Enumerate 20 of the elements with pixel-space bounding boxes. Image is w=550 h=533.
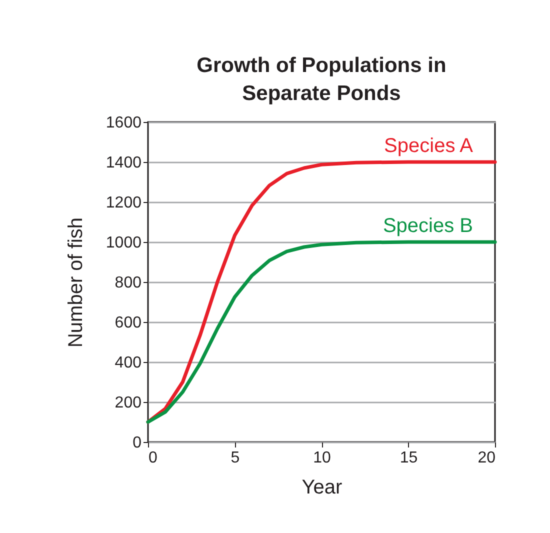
x-tick-label: 15 bbox=[400, 450, 418, 466]
x-tick-label: 5 bbox=[230, 450, 240, 466]
y-tick-label: 1000 bbox=[106, 234, 142, 252]
x-tick-label: 10 bbox=[313, 450, 331, 466]
y-axis-title: Number of fish bbox=[64, 217, 87, 348]
y-tick-label: 1600 bbox=[106, 114, 142, 132]
series-label: Species B bbox=[382, 215, 473, 237]
line-series bbox=[146, 240, 497, 424]
y-tick-label: 400 bbox=[114, 354, 142, 372]
x-axis-title: Year bbox=[302, 476, 343, 498]
x-tick-label: 0 bbox=[148, 450, 158, 466]
y-tick-label: 1400 bbox=[106, 154, 142, 172]
chart-title: Growth of Populations in Separate Ponds bbox=[196, 54, 446, 105]
y-tick-label: 200 bbox=[114, 394, 142, 412]
x-tick-label: 20 bbox=[478, 450, 496, 466]
y-tick-label: 0 bbox=[132, 434, 142, 452]
y-tick-label: 600 bbox=[114, 314, 142, 332]
series-label: Species A bbox=[384, 135, 474, 157]
y-tick-label: 1200 bbox=[106, 194, 142, 212]
y-tick-label: 800 bbox=[114, 274, 142, 292]
